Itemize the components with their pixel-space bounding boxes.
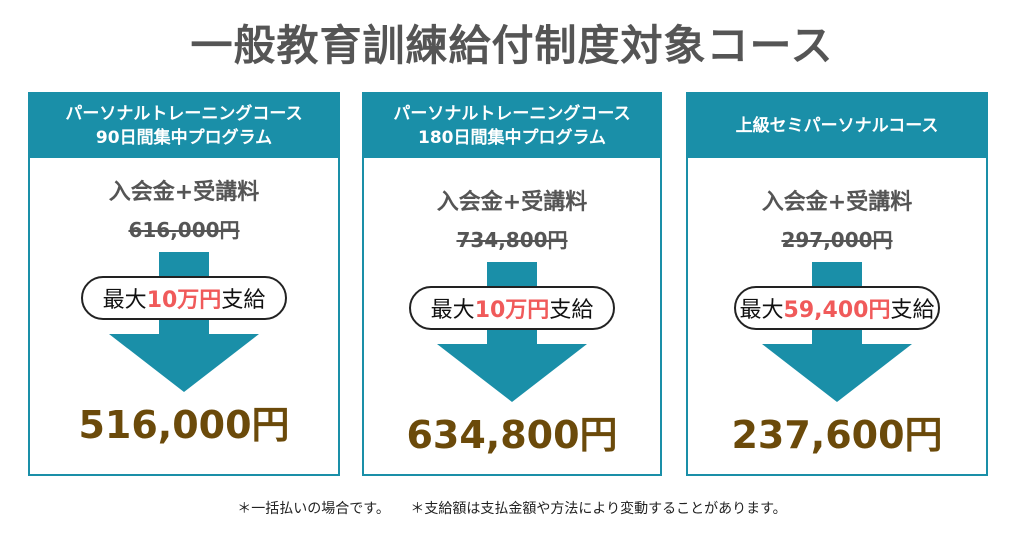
original-price-text: 734,800円	[456, 228, 568, 252]
down-arrow	[109, 252, 259, 392]
subsidy-suffix: 支給	[549, 298, 594, 323]
header-line: 180日間集中プログラム	[418, 128, 606, 148]
footnote: ＊一括払いの場合です。	[237, 501, 390, 517]
subsidy-suffix: 支給	[221, 288, 266, 313]
subsidy-suffix: 支給	[890, 298, 935, 323]
arrow-shape	[437, 262, 587, 402]
subsidy-amount: 10万円	[474, 298, 550, 323]
original-price: 297,000円	[688, 224, 986, 253]
final-price: 634,800円	[406, 413, 618, 457]
footnotes: ＊一括払いの場合です。 ＊支給額は支払金額や方法により変動することがあります。	[0, 498, 1024, 518]
price-label: 入会金+受講料	[761, 190, 913, 215]
header-line: パーソナルトレーニングコース	[393, 104, 631, 124]
title: 一般教育訓練給付制度対象コース	[190, 21, 834, 70]
subsidy-pill: 最大 10万円 支給	[409, 286, 615, 330]
footnote: ＊支給額は支払金額や方法により変動することがあります。	[410, 501, 787, 517]
course-card: パーソナルトレーニングコース 180日間集中プログラム入会金+受講料 734,800…	[362, 92, 662, 476]
course-card: 上級セミパーソナルコース入会金+受講料 297,000円最大 59,400円 支給 23…	[686, 92, 988, 476]
subsidy-pill: 最大 10万円 支給	[81, 276, 287, 320]
card-header: パーソナルトレーニングコース 90日間集中プログラム	[30, 94, 338, 158]
final-price: 237,600円	[731, 413, 943, 457]
card-header: パーソナルトレーニングコース 180日間集中プログラム	[364, 94, 660, 158]
subsidy-prefix: 最大	[430, 298, 475, 323]
subsidy-prefix: 最大	[739, 298, 784, 323]
subsidy-amount: 59,400円	[783, 298, 891, 323]
original-price: 734,800円	[364, 224, 660, 253]
header-line: 上級セミパーソナルコース	[735, 116, 939, 136]
final-price: 516,000円	[78, 403, 290, 447]
price-label: 入会金+受講料	[436, 190, 588, 215]
original-price-text: 616,000円	[128, 218, 240, 242]
card-header: 上級セミパーソナルコース	[688, 94, 986, 158]
down-arrow	[762, 262, 912, 402]
subsidy-amount: 10万円	[146, 288, 222, 313]
subsidy-pill: 最大 59,400円 支給	[734, 286, 940, 330]
arrow-shape	[762, 262, 912, 402]
original-price: 616,000円	[30, 214, 338, 243]
header-line: 90日間集中プログラム	[95, 128, 273, 148]
down-arrow	[437, 262, 587, 402]
arrow-shape	[109, 252, 259, 392]
header-line: パーソナルトレーニングコース	[65, 104, 303, 124]
subsidy-prefix: 最大	[102, 288, 147, 313]
price-label: 入会金+受講料	[108, 180, 260, 205]
course-card: パーソナルトレーニングコース 90日間集中プログラム入会金+受講料 616,000円…	[28, 92, 340, 476]
original-price-text: 297,000円	[781, 228, 893, 252]
